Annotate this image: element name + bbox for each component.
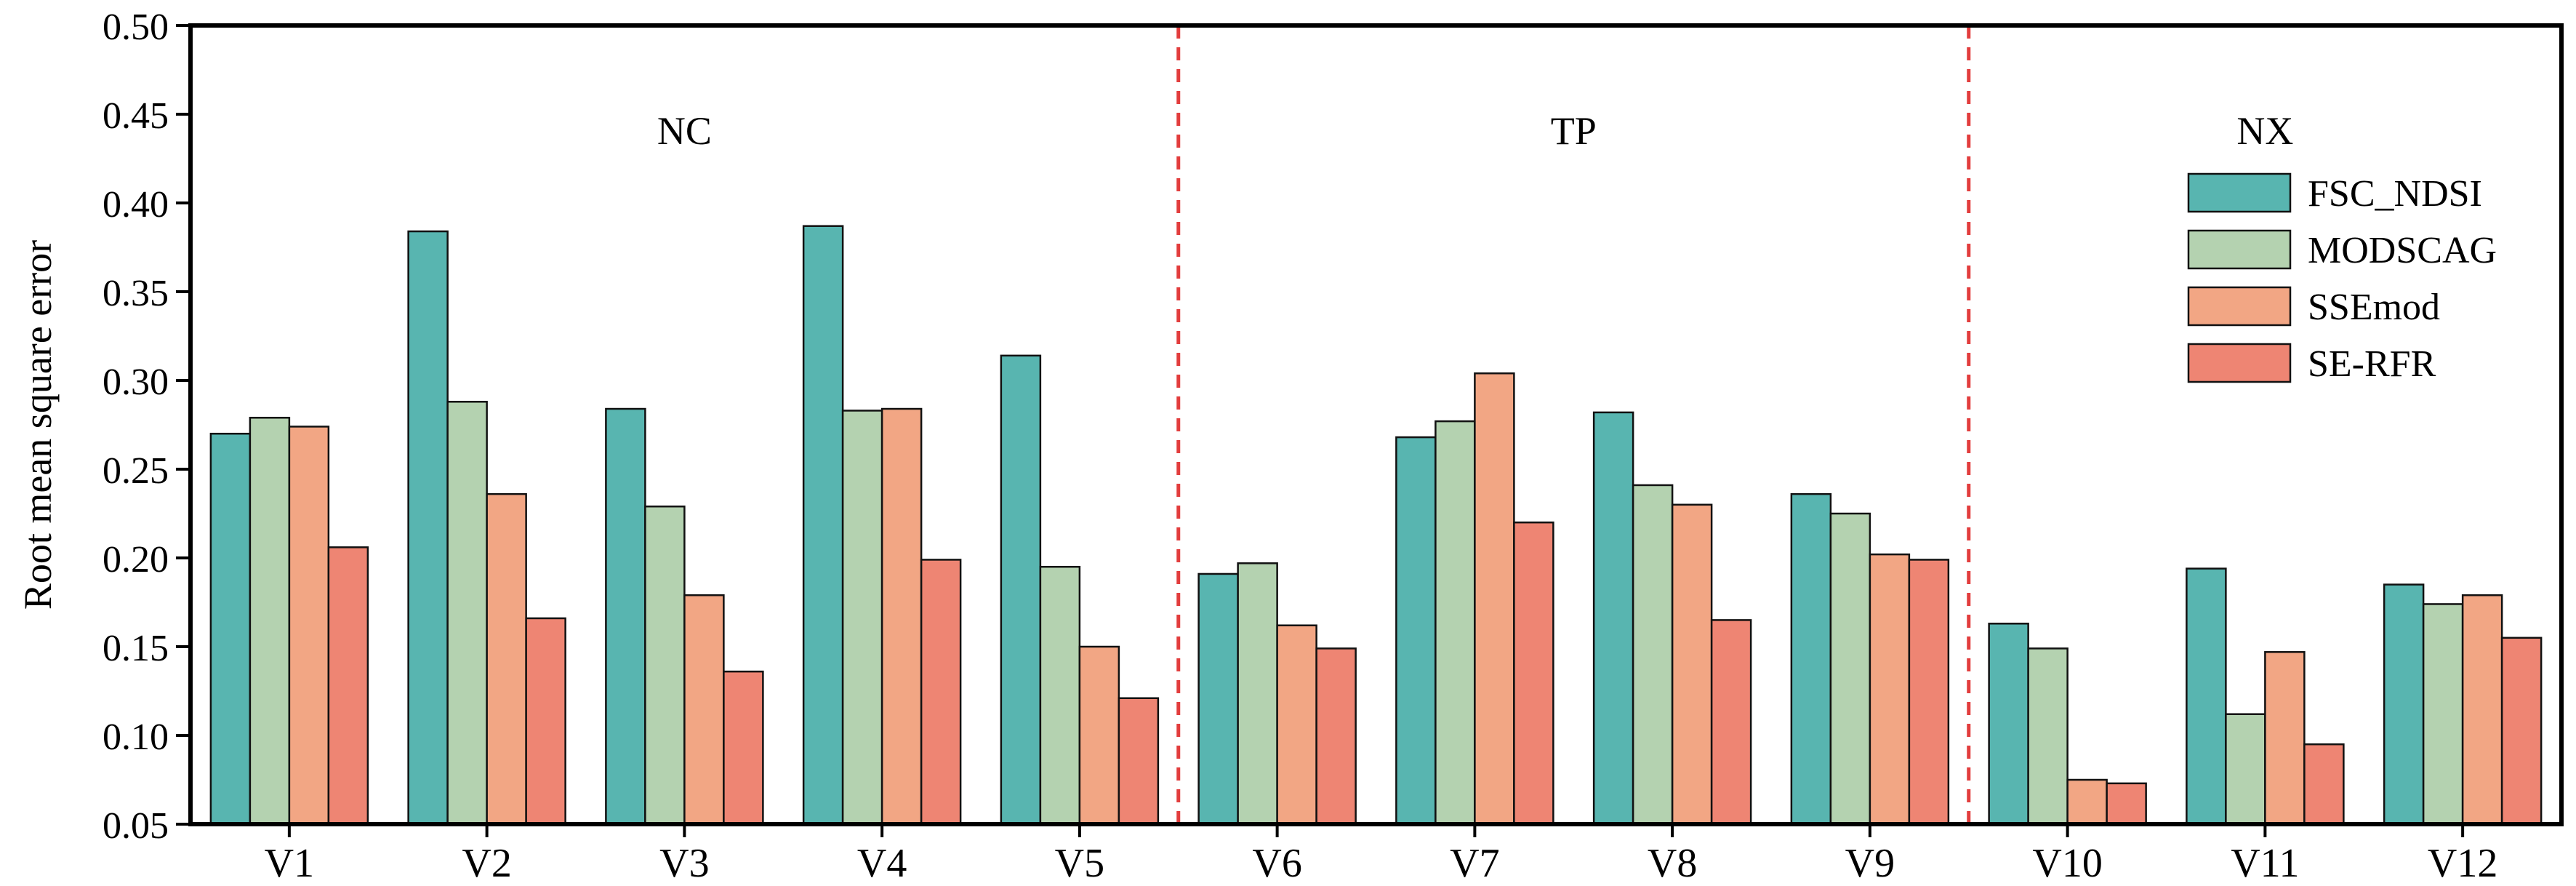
bar-se-rfr-v12 xyxy=(2500,636,2543,826)
bar-se-rfr-v1 xyxy=(327,546,369,826)
bar-ssemod-v11 xyxy=(2264,651,2306,826)
bar-se-rfr-v11 xyxy=(2303,743,2345,826)
y-axis-title: Root mean square error xyxy=(16,240,60,610)
bar-se-rfr-v3 xyxy=(723,670,764,826)
legend-label-ssemod: SSEmod xyxy=(2308,287,2440,328)
bar-ssemod-v2 xyxy=(486,492,527,826)
legend-swatch-ssemod xyxy=(2187,286,2292,327)
bar-ssemod-v1 xyxy=(288,426,330,826)
bar-fsc-ndsi-v2 xyxy=(407,230,449,826)
bar-modscag-v5 xyxy=(1039,565,1081,826)
bar-se-rfr-v4 xyxy=(920,559,962,826)
bar-fsc-ndsi-v1 xyxy=(209,432,252,826)
bar-fsc-ndsi-v11 xyxy=(2186,567,2227,826)
legend-swatch-fsc-ndsi xyxy=(2187,172,2292,213)
bar-modscag-v1 xyxy=(249,416,291,826)
bar-modscag-v9 xyxy=(1829,512,1871,826)
x-tick-label-v2: V2 xyxy=(462,841,511,886)
bar-modscag-v12 xyxy=(2422,603,2464,826)
x-tick-label-v8: V8 xyxy=(1648,841,1697,886)
y-tick-label-0.05: 0.05 xyxy=(103,805,169,847)
bar-fsc-ndsi-v4 xyxy=(802,225,844,826)
bar-ssemod-v7 xyxy=(1474,372,1515,826)
bar-se-rfr-v5 xyxy=(1118,697,1160,826)
group-label-tp: TP xyxy=(1551,109,1597,153)
x-tick-label-v9: V9 xyxy=(1845,841,1895,886)
legend-label-modscag: MODSCAG xyxy=(2308,230,2497,271)
y-tick-label-0.30: 0.30 xyxy=(103,362,169,403)
bar-modscag-v11 xyxy=(2225,713,2266,826)
y-tick-label-0.15: 0.15 xyxy=(103,628,169,669)
y-tick-label-0.20: 0.20 xyxy=(103,539,169,580)
x-tick-label-v11: V11 xyxy=(2231,841,2299,886)
group-label-nx: NX xyxy=(2236,109,2293,153)
bar-se-rfr-v6 xyxy=(1315,647,1357,826)
y-tick-label-0.45: 0.45 xyxy=(103,95,169,137)
bar-fsc-ndsi-v9 xyxy=(1790,492,1832,826)
bar-fsc-ndsi-v3 xyxy=(605,407,646,826)
x-tick-label-v7: V7 xyxy=(1450,841,1499,886)
y-tick-label-0.25: 0.25 xyxy=(103,450,169,492)
x-tick-label-v6: V6 xyxy=(1252,841,1301,886)
bar-modscag-v4 xyxy=(841,410,883,826)
bar-modscag-v6 xyxy=(1237,562,1278,826)
bar-ssemod-v6 xyxy=(1276,624,1317,826)
x-tick-label-v3: V3 xyxy=(659,841,709,886)
bar-ssemod-v9 xyxy=(1869,553,1911,826)
bar-modscag-v10 xyxy=(2027,647,2069,826)
y-tick-label-0.35: 0.35 xyxy=(103,273,169,314)
bar-ssemod-v8 xyxy=(1671,503,1713,826)
bar-se-rfr-v2 xyxy=(525,617,566,826)
legend-swatch-modscag xyxy=(2187,229,2292,270)
bar-se-rfr-v7 xyxy=(1513,521,1554,826)
bar-ssemod-v4 xyxy=(880,407,923,826)
bar-fsc-ndsi-v8 xyxy=(1592,411,1634,826)
bar-ssemod-v12 xyxy=(2461,594,2503,826)
x-tick-label-v5: V5 xyxy=(1055,841,1104,886)
y-tick-label-0.10: 0.10 xyxy=(103,717,169,758)
bar-modscag-v3 xyxy=(644,505,686,826)
legend-swatch-se-rfr xyxy=(2187,343,2292,383)
y-tick-label-0.50: 0.50 xyxy=(103,7,169,48)
plot-frame xyxy=(188,23,2564,826)
bar-fsc-ndsi-v10 xyxy=(1988,623,2029,826)
bar-se-rfr-v9 xyxy=(1908,559,1950,826)
bar-fsc-ndsi-v12 xyxy=(2383,583,2425,826)
bar-modscag-v8 xyxy=(1632,484,1674,826)
x-tick-label-v10: V10 xyxy=(2032,841,2102,886)
y-tick-label-0.40: 0.40 xyxy=(103,184,169,226)
bar-ssemod-v5 xyxy=(1078,645,1120,826)
legend-label-se-rfr: SE-RFR xyxy=(2308,343,2436,385)
bar-modscag-v7 xyxy=(1435,420,1476,826)
bar-ssemod-v3 xyxy=(683,594,725,826)
bar-fsc-ndsi-v5 xyxy=(1000,354,1042,826)
bar-fsc-ndsi-v7 xyxy=(1395,436,1437,826)
bar-se-rfr-v8 xyxy=(1710,619,1752,826)
x-tick-label-v12: V12 xyxy=(2428,841,2497,886)
bar-modscag-v2 xyxy=(446,401,488,826)
x-tick-label-v1: V1 xyxy=(265,841,314,886)
group-label-nc: NC xyxy=(657,109,712,153)
bar-ssemod-v10 xyxy=(2066,778,2108,826)
bar-fsc-ndsi-v6 xyxy=(1197,572,1239,826)
legend-label-fsc-ndsi: FSC_NDSI xyxy=(2308,173,2482,215)
bar-se-rfr-v10 xyxy=(2106,782,2147,826)
x-tick-label-v4: V4 xyxy=(857,841,907,886)
